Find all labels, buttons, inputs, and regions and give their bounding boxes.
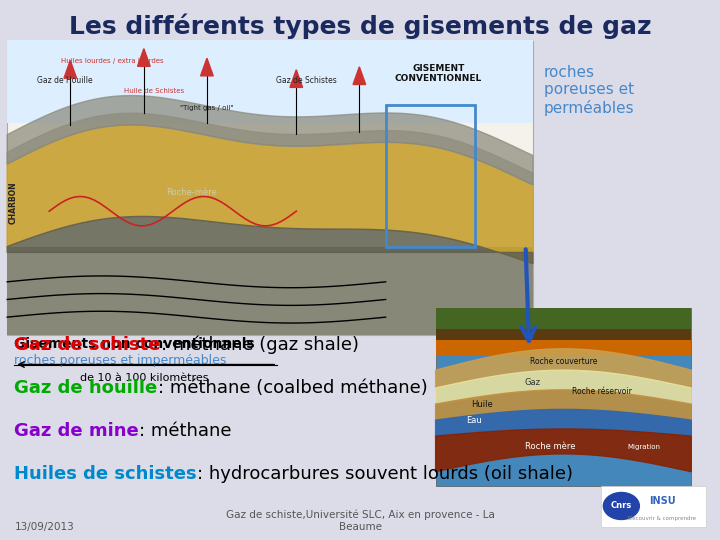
Text: "Tight gas / oil": "Tight gas / oil" <box>180 105 234 111</box>
Bar <box>7 40 533 335</box>
Text: Roche couverture: Roche couverture <box>530 357 597 366</box>
Polygon shape <box>436 390 691 420</box>
Text: Gaz de mine: Gaz de mine <box>14 422 139 440</box>
Bar <box>386 105 475 246</box>
Text: Gisements non conventionnels: Gisements non conventionnels <box>14 338 255 352</box>
Polygon shape <box>7 125 533 264</box>
Bar <box>436 308 691 329</box>
Text: Huile de Schistes: Huile de Schistes <box>125 87 184 93</box>
Text: Gaz de houille: Gaz de houille <box>14 379 158 397</box>
Polygon shape <box>138 49 150 66</box>
Text: CHARBON: CHARBON <box>9 181 17 224</box>
Bar <box>601 486 706 526</box>
Text: GISEMENT
CONVENTIONNEL: GISEMENT CONVENTIONNEL <box>395 64 482 84</box>
Text: : méthane (coalbed méthane): : méthane (coalbed méthane) <box>158 379 428 397</box>
Text: : méthane (gaz shale): : méthane (gaz shale) <box>161 335 359 354</box>
Text: Gaz de Schistes: Gaz de Schistes <box>276 76 337 85</box>
Text: Huile: Huile <box>471 400 492 409</box>
Text: roches poreuses et imperméables: roches poreuses et imperméables <box>14 354 227 367</box>
Polygon shape <box>64 60 76 78</box>
Text: Découvrir & comprendre: Découvrir & comprendre <box>629 516 696 521</box>
Text: Gaz: Gaz <box>525 378 541 387</box>
Text: Migration: Migration <box>628 444 660 450</box>
Text: Gaz de Houille: Gaz de Houille <box>37 76 93 85</box>
Text: 13/09/2013: 13/09/2013 <box>14 522 74 532</box>
Bar <box>436 308 691 340</box>
Polygon shape <box>7 113 533 185</box>
Text: roches
poreuses et
perméables: roches poreuses et perméables <box>544 65 634 116</box>
Text: Roche-mère: Roche-mère <box>166 187 217 197</box>
Polygon shape <box>436 429 691 472</box>
Polygon shape <box>436 349 691 388</box>
Text: : méthane: : méthane <box>139 422 232 440</box>
Polygon shape <box>436 370 691 404</box>
Text: Les différents types de gisements de gaz: Les différents types de gisements de gaz <box>68 14 652 39</box>
Circle shape <box>603 492 639 519</box>
Polygon shape <box>201 58 213 76</box>
Polygon shape <box>436 409 691 436</box>
Text: Roche mère: Roche mère <box>526 442 576 451</box>
Bar <box>436 308 691 486</box>
Polygon shape <box>353 67 366 84</box>
Text: Gaz de schiste,Université SLC, Aix en provence - La
Beaume: Gaz de schiste,Université SLC, Aix en pr… <box>225 510 495 532</box>
Polygon shape <box>7 96 533 185</box>
Polygon shape <box>290 70 302 87</box>
Text: Huiles de schistes: Huiles de schistes <box>14 465 197 483</box>
Text: Gaz de schiste: Gaz de schiste <box>14 336 161 354</box>
Text: Roche réservoir: Roche réservoir <box>572 387 631 396</box>
Text: : hydrocarbures souvent lourds (oil shale): : hydrocarbures souvent lourds (oil shal… <box>197 465 573 483</box>
Text: Huiles lourdes / extra lourdes: Huiles lourdes / extra lourdes <box>61 58 163 64</box>
Bar <box>436 340 691 356</box>
Text: Cnrs: Cnrs <box>611 502 632 510</box>
Polygon shape <box>7 217 533 264</box>
Text: de 10 à 100 kilomètres: de 10 à 100 kilomètres <box>80 373 208 383</box>
Bar <box>7 246 533 335</box>
Bar <box>7 40 533 123</box>
Text: Eau: Eau <box>466 416 482 424</box>
Text: INSU: INSU <box>649 496 675 505</box>
